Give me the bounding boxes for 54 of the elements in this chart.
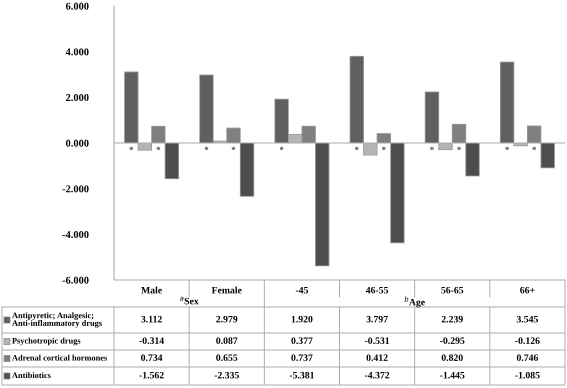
annotation: * xyxy=(430,146,434,150)
data-label: 0.734 xyxy=(141,354,162,361)
data-label: -0.314 xyxy=(139,337,164,344)
annotation: * xyxy=(129,146,134,150)
y-tick-label: 6.000 xyxy=(66,2,89,10)
data-label: 0.820 xyxy=(442,354,463,361)
data-label: 0.087 xyxy=(216,337,238,344)
legend-label: Psychotropic drugs xyxy=(12,338,80,346)
annotation: * xyxy=(505,146,510,150)
annotation: * xyxy=(280,146,284,150)
data-label: 3.112 xyxy=(141,316,162,322)
data-label: -0.531 xyxy=(364,337,390,344)
annotation: * xyxy=(204,146,208,150)
data-label: 3.797 xyxy=(366,316,388,322)
annotation: * xyxy=(532,146,536,150)
data-label: -5.381 xyxy=(290,372,314,378)
data-label: 3.545 xyxy=(516,316,538,322)
data-label: -1.562 xyxy=(139,372,164,378)
annotation: * xyxy=(156,146,160,150)
data-label: -4.372 xyxy=(364,372,390,378)
data-label: 1.920 xyxy=(292,316,312,322)
y-tick-label: -4.000 xyxy=(62,231,89,238)
data-label: -0.295 xyxy=(440,337,464,344)
annotation: * xyxy=(457,146,461,150)
x-tick-label: 56-65 xyxy=(441,286,464,294)
y-tick-label: 4.000 xyxy=(66,48,89,56)
annotation: * xyxy=(354,146,359,150)
data-label: 0.746 xyxy=(516,354,538,361)
y-tick-label: -2.000 xyxy=(62,185,89,192)
data-label: -1.085 xyxy=(515,372,540,378)
y-tick-label: 2.000 xyxy=(66,94,89,102)
legend-label: Adrenal cortical hormones xyxy=(12,354,108,361)
x-tick-label: Male xyxy=(141,286,162,294)
data-label: -1.445 xyxy=(440,372,464,378)
y-tick-label: 0.000 xyxy=(66,140,89,147)
y-tick-label: -6.000 xyxy=(62,276,89,284)
legend-label: Antibiotics xyxy=(12,372,51,378)
data-label: 0.737 xyxy=(291,354,313,361)
data-label: 0.412 xyxy=(366,354,388,361)
data-label: -2.335 xyxy=(214,372,239,378)
data-label: 2.239 xyxy=(442,316,463,322)
annotation: * xyxy=(382,146,386,150)
annotation: * xyxy=(232,146,236,150)
x-tick-label: 66+ xyxy=(520,286,535,294)
x-tick-label: 46-55 xyxy=(366,286,388,294)
x-tick-label: -45 xyxy=(296,286,308,294)
data-label: -0.126 xyxy=(515,337,540,344)
text: $^{a}$Sex xyxy=(180,296,199,304)
text: $^{b}$Age xyxy=(404,296,425,308)
data-label: 0.377 xyxy=(291,337,313,344)
legend-label: Antipyretic; Analgesic; Anti-inflammatory drugs xyxy=(12,312,102,328)
x-tick-label: Female xyxy=(212,286,242,294)
data-label: 2.979 xyxy=(216,316,238,322)
data-label: 0.655 xyxy=(216,354,238,361)
